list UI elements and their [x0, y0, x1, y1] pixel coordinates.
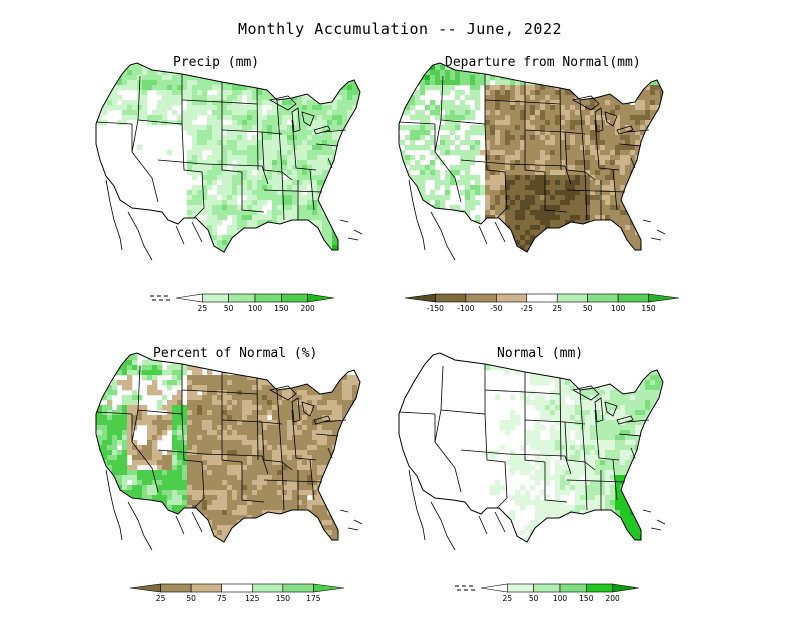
colorbar-swatch	[587, 293, 619, 303]
colorbar-swatch	[281, 293, 308, 303]
panel-title-percent: Percent of Normal (%)	[153, 346, 318, 361]
colorbar-swatch	[251, 583, 284, 593]
us-outline	[95, 62, 361, 253]
lake-outline	[594, 397, 604, 423]
shaded-field	[399, 63, 663, 252]
colorbar-swatch	[526, 293, 558, 303]
lake-outline	[301, 401, 315, 417]
colorbar-departure: -150 -100 -50 -25 25 50 100 150	[404, 293, 680, 313]
lake-outline	[291, 107, 301, 133]
colorbar-swatch	[190, 583, 223, 593]
lake-outline	[571, 95, 600, 111]
lake-outline	[594, 107, 604, 133]
colorbar-precip: 25 50 100 150 200	[150, 293, 335, 313]
colorbar-label: 100	[611, 304, 626, 313]
colorbar-swatch	[586, 583, 613, 593]
colorbar-swatch	[221, 583, 253, 593]
colorbar-swatch	[282, 583, 314, 593]
mexico-border	[408, 179, 506, 261]
colorbar-label: -100	[457, 304, 474, 313]
map-departure	[398, 62, 666, 261]
colorbar-label: 25	[198, 304, 208, 313]
state-boundaries	[398, 364, 666, 551]
colorbar-percent: 25 50 75 125 150 175	[129, 583, 345, 603]
lake-outline	[604, 401, 618, 417]
colorbar-label: 200	[301, 304, 316, 313]
panel-title-departure: Departure from Normal(mm)	[445, 55, 641, 70]
colorbar-label: 150	[579, 594, 594, 603]
lake-outline	[616, 415, 634, 425]
colorbar-swatch	[175, 293, 203, 303]
state-boundaries	[95, 364, 363, 551]
lake-outline	[604, 111, 618, 127]
colorbar-swatch	[648, 293, 680, 303]
colorbar-swatch	[313, 583, 345, 593]
map-normal	[398, 352, 666, 551]
colorbar-swatch	[480, 583, 508, 593]
colorbar-label: 150	[641, 304, 656, 313]
colorbar-label: 50	[583, 304, 593, 313]
us-outline	[398, 62, 664, 253]
colorbar-label: 25	[503, 594, 513, 603]
us-outline	[398, 352, 664, 543]
lake-outline	[571, 385, 600, 401]
colorbar-swatch	[465, 293, 497, 303]
panel-title-precip: Precip (mm)	[173, 55, 260, 70]
state-boundaries	[398, 74, 666, 261]
colorbar-swatch	[307, 293, 335, 303]
missing-data-swatch	[150, 295, 170, 301]
lake-outline	[313, 415, 331, 425]
colorbar-swatch	[202, 293, 229, 303]
colorbar-label: -50	[490, 304, 502, 313]
colorbar-label: 50	[529, 594, 539, 603]
colorbar-swatch	[129, 583, 161, 593]
colorbar-swatch	[228, 293, 256, 303]
lake-outline	[291, 397, 301, 423]
map-percent	[95, 352, 363, 551]
panel-title-normal: Normal (mm)	[497, 346, 584, 361]
mexico-border	[105, 469, 203, 551]
colorbar-swatch	[556, 293, 588, 303]
missing-data-swatch	[455, 585, 475, 591]
colorbar-label: 125	[245, 594, 260, 603]
colorbar-label: 25	[552, 304, 562, 313]
lake-outline	[616, 125, 634, 135]
lake-outline	[301, 111, 315, 127]
colorbar-swatch	[507, 583, 534, 593]
colorbar-normal: 25 50 100 150 200	[455, 583, 640, 603]
mexico-border	[105, 179, 203, 261]
colorbar-label: -150	[427, 304, 444, 313]
colorbar-swatch	[612, 583, 640, 593]
colorbar-label: 100	[553, 594, 568, 603]
shaded-field	[96, 353, 360, 542]
colorbar-swatch	[435, 293, 467, 303]
colorbar-swatch	[559, 583, 587, 593]
colorbar-label: 100	[248, 304, 263, 313]
lake-outline	[268, 385, 297, 401]
colorbar-swatch	[160, 583, 192, 593]
shaded-field	[96, 63, 360, 252]
colorbar-swatch	[496, 293, 528, 303]
colorbar-label: -25	[521, 304, 533, 313]
us-outline	[95, 352, 361, 543]
colorbar-label: 150	[276, 594, 291, 603]
colorbar-swatch	[533, 583, 561, 593]
mexico-border	[408, 469, 506, 551]
colorbar-label: 75	[217, 594, 227, 603]
colorbar-label: 150	[274, 304, 289, 313]
state-boundaries	[95, 74, 363, 261]
colorbar-label: 50	[186, 594, 196, 603]
colorbar-label: 175	[306, 594, 321, 603]
colorbar-label: 200	[606, 594, 621, 603]
colorbar-label: 50	[224, 304, 234, 313]
colorbar-label: 25	[156, 594, 166, 603]
map-precip	[95, 62, 363, 261]
lake-outline	[268, 95, 297, 111]
colorbar-swatch	[617, 293, 649, 303]
colorbar-swatch	[404, 293, 436, 303]
main-title: Monthly Accumulation -- June, 2022	[237, 20, 563, 38]
lake-outline	[313, 125, 331, 135]
colorbar-swatch	[254, 293, 282, 303]
